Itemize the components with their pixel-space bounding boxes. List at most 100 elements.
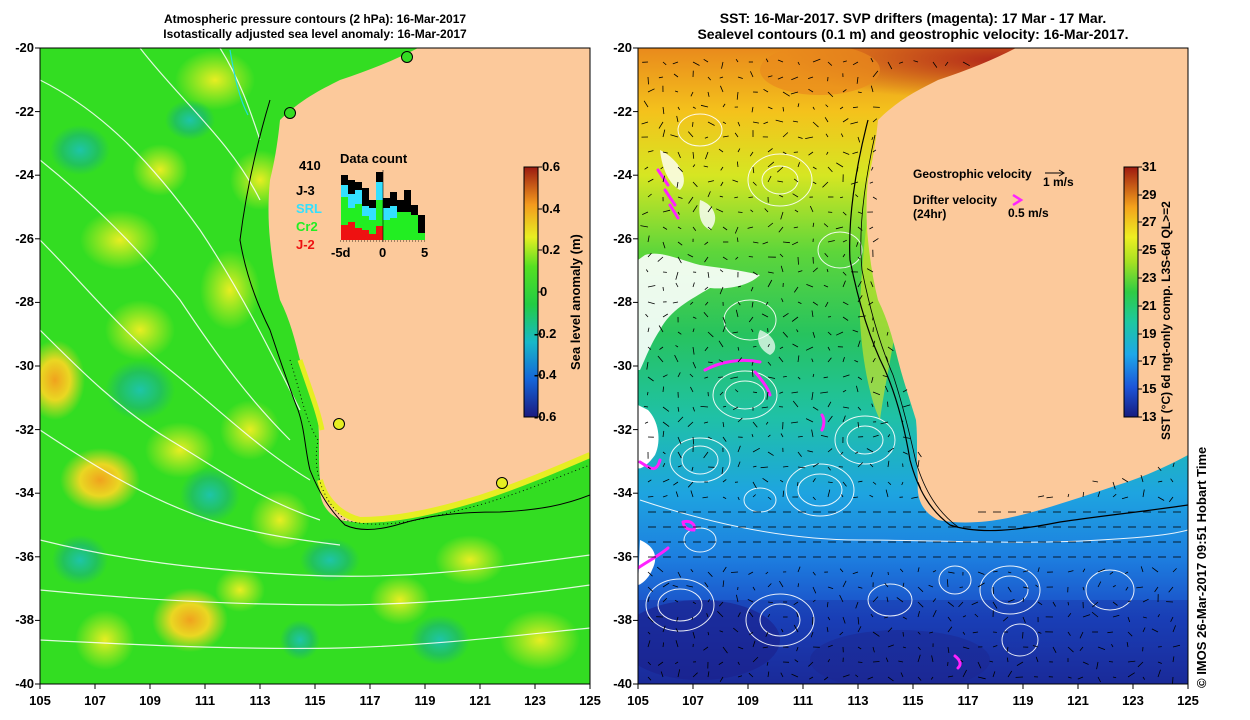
drifter-velocity-scale: 0.5 m/s bbox=[1008, 206, 1049, 220]
satellite-srl: SRL bbox=[296, 201, 322, 216]
latitude-tick-label: -20 bbox=[15, 40, 34, 55]
latitude-tick-label: -32 bbox=[15, 421, 34, 437]
longitude-tick-label: 105 bbox=[627, 693, 649, 708]
histogram-axis-label: 0 bbox=[379, 245, 387, 260]
latitude-tick-label: -28 bbox=[613, 294, 632, 310]
latitude-tick-label: -34 bbox=[15, 485, 34, 501]
longitude-tick-label: 111 bbox=[194, 693, 216, 708]
longitude-tick-label: 115 bbox=[902, 693, 924, 708]
drifter-scale-arrow bbox=[1012, 193, 1024, 207]
latitude-tick-label: -36 bbox=[15, 548, 34, 564]
pressure-contours bbox=[40, 48, 590, 650]
right-title-line1: SST: 16-Mar-2017. SVP drifters (magenta)… bbox=[719, 10, 1107, 26]
satellite-cr2: Cr2 bbox=[296, 219, 318, 234]
tide-gauge-marker bbox=[401, 51, 413, 63]
latitude-tick-label: -22 bbox=[15, 103, 34, 119]
sst-colorbar-label: SST (°C) 6d ngt-only comp. L3S-6d QL>=2 bbox=[1159, 201, 1173, 440]
longitude-tick-label: 107 bbox=[84, 693, 106, 708]
sla-map bbox=[40, 48, 590, 684]
latitude-tick-label: -38 bbox=[15, 612, 34, 628]
latitude-tick-label: -26 bbox=[613, 230, 632, 246]
sla-tick: 0 bbox=[540, 284, 548, 299]
latitude-tick-label: -40 bbox=[15, 676, 34, 691]
tide-gauge-marker bbox=[284, 107, 296, 119]
geo-velocity-label: Geostrophic velocity bbox=[913, 167, 1032, 181]
sla-tick: 0.6 bbox=[542, 159, 561, 174]
latitude-tick-label: -40 bbox=[613, 676, 632, 691]
latitude-tick-label: -20 bbox=[613, 40, 632, 55]
sst-tick: 25 bbox=[1142, 242, 1157, 257]
sst-tick: 21 bbox=[1142, 298, 1157, 313]
drifter-velocity-label: Drifter velocity bbox=[913, 193, 998, 207]
longitude-tick-label: 125 bbox=[1177, 693, 1199, 708]
latitude-tick-label: -24 bbox=[15, 167, 34, 183]
tide-gauge-marker bbox=[333, 418, 345, 430]
right-title-line2: Sealevel contours (0.1 m) and geostrophi… bbox=[697, 26, 1129, 42]
data-count-title: Data count bbox=[340, 151, 408, 166]
sst-tick: 23 bbox=[1142, 270, 1157, 285]
axis-tick-marks bbox=[35, 47, 1189, 689]
histogram-bars bbox=[341, 172, 425, 240]
drifter-velocity-sub: (24hr) bbox=[913, 207, 947, 221]
longitude-tick-label: 119 bbox=[414, 693, 436, 708]
sst-tick: 13 bbox=[1142, 409, 1157, 424]
latitude-tick-label: -28 bbox=[15, 294, 34, 310]
latitude-tick-label: -30 bbox=[613, 358, 632, 373]
longitude-tick-label: 121 bbox=[1067, 693, 1089, 708]
longitude-tick-label: 123 bbox=[1122, 693, 1144, 708]
svp-drifter-tracks bbox=[638, 168, 962, 670]
left-title-line2: Isotastically adjusted sea level anomaly… bbox=[163, 27, 467, 41]
longitude-tick-label: 109 bbox=[737, 693, 759, 708]
latitude-tick-label: -24 bbox=[613, 167, 632, 183]
australia-land-right bbox=[866, 48, 1188, 523]
latitude-tick-label: -32 bbox=[613, 421, 632, 437]
longitude-tick-label: 111 bbox=[792, 693, 814, 708]
satellite-legend: J-3 SRL Cr2 J-2 bbox=[296, 182, 322, 254]
longitude-tick-label: 121 bbox=[469, 693, 491, 708]
sst-tick: 27 bbox=[1142, 214, 1157, 229]
left-title: Atmospheric pressure contours (2 hPa): 1… bbox=[40, 12, 590, 42]
sst-tick: 15 bbox=[1142, 381, 1157, 396]
geo-velocity-scale: 1 m/s bbox=[1043, 175, 1074, 189]
latitude-tick-label: -36 bbox=[613, 548, 632, 564]
sla-tick: 0.4 bbox=[542, 201, 561, 216]
sst-map bbox=[638, 48, 1188, 684]
longitude-tick-label: 115 bbox=[304, 693, 326, 708]
data-count-histogram bbox=[340, 170, 426, 242]
geostrophic-velocity-arrows bbox=[640, 57, 1181, 684]
latitude-tick-label: -30 bbox=[15, 358, 34, 373]
histogram-axis-label: -5d bbox=[331, 245, 351, 260]
longitude-tick-label: 117 bbox=[957, 693, 979, 708]
sla-tick: -0.6 bbox=[534, 409, 557, 424]
tide-gauge-marker bbox=[496, 477, 508, 489]
right-title: SST: 16-Mar-2017. SVP drifters (magenta)… bbox=[638, 10, 1188, 42]
longitude-tick-label: 113 bbox=[847, 693, 869, 708]
satellite-j2: J-2 bbox=[296, 237, 315, 252]
sla-tick: 0.2 bbox=[542, 242, 561, 257]
sst-tick: 17 bbox=[1142, 353, 1157, 368]
sst-colorbar bbox=[1123, 166, 1139, 418]
longitude-tick-label: 125 bbox=[579, 693, 601, 708]
longitude-tick-label: 113 bbox=[249, 693, 271, 708]
sla-anomaly-blobs bbox=[40, 50, 580, 670]
sla-tick: -0.2 bbox=[534, 326, 557, 341]
sla-tick: -0.4 bbox=[534, 367, 557, 382]
satellite-j3: J-3 bbox=[296, 183, 315, 198]
sla-colorbar-ticks bbox=[538, 166, 542, 418]
latitude-tick-label: -34 bbox=[613, 485, 632, 501]
data-count-total: 410 bbox=[299, 158, 321, 173]
longitude-tick-label: 123 bbox=[524, 693, 546, 708]
latitude-tick-label: -38 bbox=[613, 612, 632, 628]
latitude-tick-label: -22 bbox=[613, 103, 632, 119]
longitude-tick-label: 117 bbox=[359, 693, 381, 708]
longitude-tick-label: 105 bbox=[29, 693, 51, 708]
histogram-axis-label: 5 bbox=[421, 245, 429, 260]
longitude-tick-label: 119 bbox=[1012, 693, 1034, 708]
sst-colorbar-ticks bbox=[1138, 166, 1142, 418]
sst-tick: 19 bbox=[1142, 326, 1157, 341]
australia-land-left bbox=[268, 48, 590, 523]
longitude-tick-label: 107 bbox=[682, 693, 704, 708]
sst-tick: 31 bbox=[1142, 159, 1157, 174]
imos-credit: © IMOS 26-Mar-2017 09:51 Hobart Time bbox=[1194, 447, 1209, 688]
